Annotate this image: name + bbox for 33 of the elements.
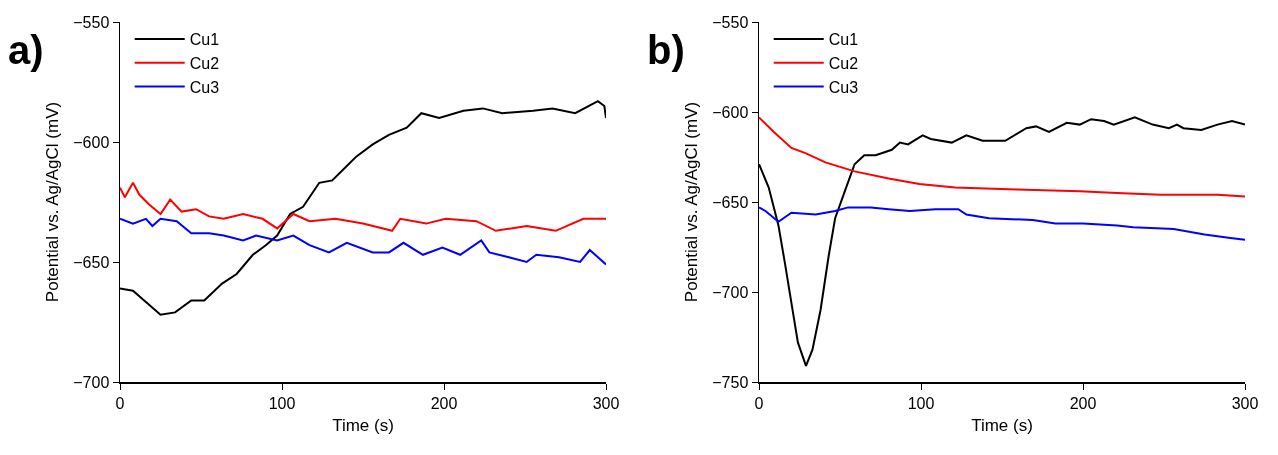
y-axis-title: Potential vs. Ag/AgCl (mV) <box>682 101 702 303</box>
y-tick-label: −600 <box>712 103 749 121</box>
x-tick-label: 300 <box>1231 394 1259 412</box>
x-tick-label: 0 <box>754 394 764 412</box>
y-tick-label: −600 <box>73 133 110 151</box>
line-series <box>120 217 606 266</box>
text: a) <box>8 28 44 72</box>
y-tick-label: −550 <box>712 13 749 31</box>
x-tick-label: 0 <box>115 394 125 412</box>
x-tick-label: 200 <box>1069 394 1097 412</box>
legend-label: Cu3 <box>828 78 859 96</box>
x-tick-label: 100 <box>907 394 935 412</box>
text: b) <box>647 28 685 72</box>
line-series <box>120 181 606 232</box>
y-tick-label: −700 <box>73 373 110 391</box>
x-axis-title: Time (s) <box>332 415 394 435</box>
y-axis-title: Potential vs. Ag/AgCl (mV) <box>43 101 63 303</box>
x-tick-label: 300 <box>592 394 620 412</box>
y-tick-label: −650 <box>73 253 110 271</box>
x-tick-label: 100 <box>268 394 296 412</box>
legend-label: Cu1 <box>828 31 859 49</box>
y-tick-label: −650 <box>712 193 749 211</box>
legend-label: Cu2 <box>828 54 859 72</box>
legend-label: Cu3 <box>189 78 220 96</box>
x-tick-label: 200 <box>430 394 458 412</box>
legend-label: Cu2 <box>189 54 220 72</box>
y-tick-label: −550 <box>73 13 110 31</box>
y-tick-label: −700 <box>712 283 749 301</box>
line-series <box>759 116 1245 198</box>
x-axis-title: Time (s) <box>971 415 1033 435</box>
y-tick-label: −750 <box>712 373 749 391</box>
legend-label: Cu1 <box>189 31 220 49</box>
line-series <box>759 206 1245 241</box>
